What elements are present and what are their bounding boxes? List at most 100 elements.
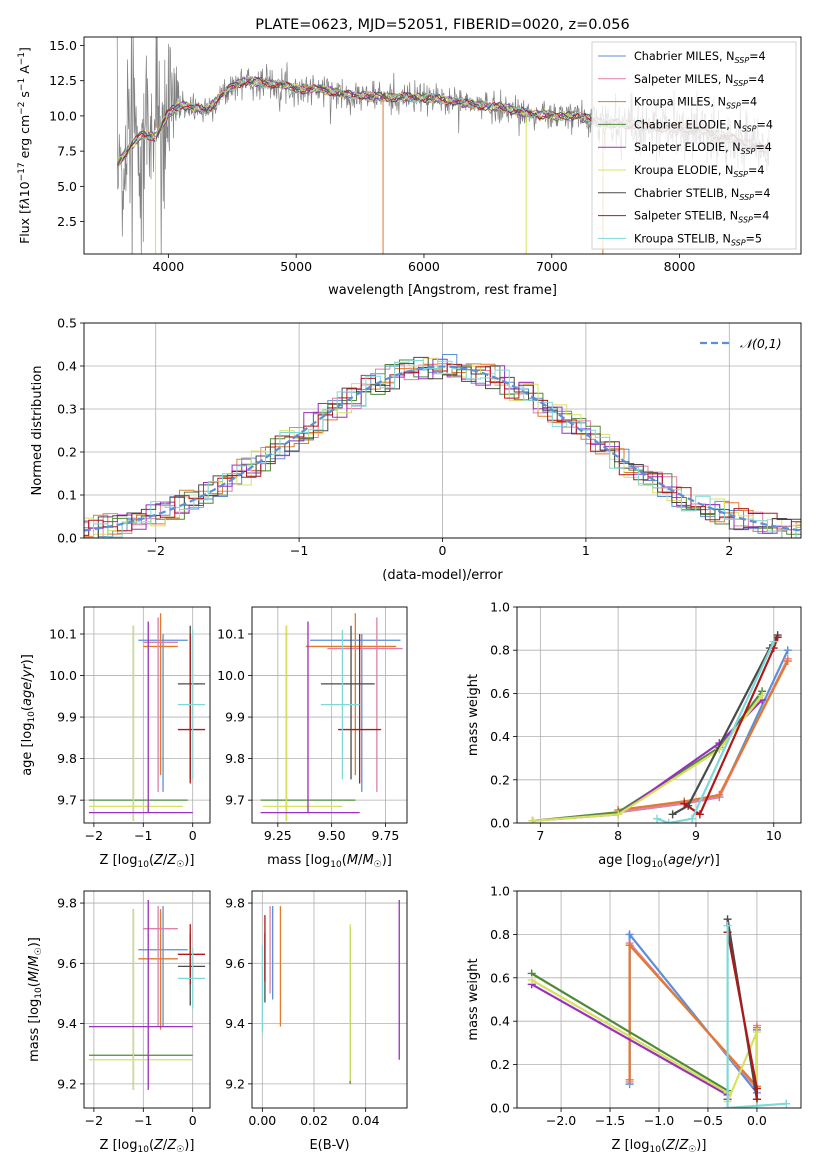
- y-tick-label: 1.0: [490, 884, 510, 899]
- mass-weight-line: [532, 694, 763, 822]
- x-tick-label: 7: [536, 828, 544, 843]
- y-tick-label: 0.0: [490, 816, 510, 831]
- x-tick-label: 7000: [536, 259, 568, 274]
- y-tick-label: 0.4: [490, 729, 510, 744]
- y-tick-label: 2.5: [57, 214, 77, 229]
- legend-entry-label: Chabrier MILES, NSSP=4: [634, 50, 766, 65]
- mass-weight-line: [532, 690, 763, 822]
- x-tick-label: −1.0: [644, 1113, 674, 1128]
- y-tick-label: 0.1: [57, 488, 77, 503]
- y-tick-label: 0.3: [57, 402, 77, 417]
- y-tick-label: 0.4: [490, 1014, 510, 1029]
- y-tick-label: 0.6: [490, 970, 510, 985]
- legend-entry-label: 𝒩(0,1): [740, 336, 782, 351]
- y-tick-label: 0.4: [57, 359, 77, 374]
- mass-weight-marker: [625, 1075, 634, 1084]
- y-tick-label: 15.0: [49, 38, 77, 53]
- y-tick-label: 9.9: [225, 710, 245, 725]
- massweight-vs-age-x-label: age [log10(age/yr)]: [598, 853, 720, 870]
- x-tick-label: 0.0: [747, 1113, 767, 1128]
- y-tick-label: 9.2: [225, 1076, 245, 1091]
- spectrum-y-label: Flux [fλ10−17 erg cm−2 s−1 A−1]: [17, 47, 32, 244]
- mass-weight-marker: [758, 691, 767, 700]
- mass-weight-marker: [614, 810, 623, 819]
- x-tick-label: 1: [582, 543, 590, 558]
- residuals-frame: [83, 322, 802, 539]
- y-tick-label: 1.0: [490, 600, 510, 615]
- x-tick-label: 9.75: [372, 828, 400, 843]
- y-tick-label: 9.4: [57, 1016, 77, 1031]
- mass-weight-marker: [783, 646, 792, 655]
- y-tick-label: 0.8: [490, 927, 510, 942]
- residual-histogram-series: [84, 356, 801, 538]
- massweight-vs-z-series: [527, 915, 791, 1108]
- mass-weight-marker: [723, 1104, 732, 1108]
- legend-entry-label: Salpeter ELODIE, NSSP=4: [634, 141, 772, 156]
- y-tick-label: 0.8: [490, 643, 510, 658]
- x-tick-label: 0: [189, 828, 197, 843]
- mass-vs-z-points: [88, 900, 206, 1090]
- residual-histogram-series: [84, 360, 801, 538]
- y-tick-label: 0.5: [57, 316, 77, 331]
- mass-weight-line: [683, 636, 779, 817]
- mass-weight-marker: [664, 819, 673, 823]
- x-tick-label: 5000: [280, 259, 312, 274]
- spectrum-title: PLATE=0623, MJD=52051, FIBERID=0020, z=0…: [255, 17, 629, 33]
- spectrum-legend: Chabrier MILES, NSSP=4 Salpeter MILES, NS…: [591, 41, 797, 250]
- massweight-vs-z-frame: [516, 890, 802, 1109]
- x-tick-label: 4000: [152, 259, 184, 274]
- x-tick-label: −0.5: [693, 1113, 723, 1128]
- residual-x-label: (data-model)/error: [382, 568, 503, 583]
- x-tick-label: 0.04: [352, 1113, 380, 1128]
- mass-vs-z-frame: [83, 890, 211, 1109]
- x-tick-label: −2: [146, 543, 164, 558]
- x-tick-label: 0: [189, 1113, 197, 1128]
- x-tick-label: 6000: [408, 259, 440, 274]
- x-tick-label: 9.50: [318, 828, 346, 843]
- legend-box: [591, 41, 797, 250]
- y-tick-label: 9.6: [225, 956, 245, 971]
- x-tick-label: 8000: [664, 259, 696, 274]
- legend-entry-label: Salpeter MILES, NSSP=4: [634, 73, 765, 88]
- x-tick-label: 8: [614, 828, 622, 843]
- massweight-vs-z-y-label: mass weight: [466, 958, 481, 1040]
- y-tick-label: 0.2: [490, 1057, 510, 1072]
- mass-weight-marker: [688, 814, 697, 823]
- mass-vs-ebv-axes: 0.00 0.02 0.04 9.2 9.4 9.6 9.8: [225, 891, 407, 1128]
- y-tick-label: 0.2: [490, 772, 510, 787]
- mass-weight-marker: [625, 941, 634, 950]
- legend-entry-label: Chabrier ELODIE, NSSP=4: [634, 118, 773, 133]
- y-tick-label: 0.0: [57, 531, 77, 546]
- mass-weight-marker: [668, 810, 677, 819]
- gaussian-curve: [84, 365, 801, 532]
- age-vs-mass-points: [260, 613, 403, 821]
- y-tick-label: 0.0: [490, 1101, 510, 1116]
- mass-weight-marker: [752, 1028, 761, 1037]
- x-tick-label: 9: [692, 828, 700, 843]
- residual-histogram-series: [84, 363, 801, 538]
- legend-entry-label: Salpeter STELIB, NSSP=4: [634, 210, 769, 225]
- y-tick-label: 10.1: [217, 627, 245, 642]
- mass-vs-z-x-label: Z [log10(Z/Z☉)]: [100, 1138, 195, 1155]
- x-tick-label: −1: [134, 828, 152, 843]
- age-vs-z-points: [88, 613, 206, 821]
- y-tick-label: 9.8: [225, 896, 245, 911]
- residual-hists: [84, 354, 801, 538]
- y-tick-label: 10.0: [49, 108, 77, 123]
- x-tick-label: −2: [85, 828, 103, 843]
- mass-vs-z-y-label: mass [log10(M/M☉)]: [27, 937, 44, 1062]
- y-tick-label: 9.8: [57, 896, 77, 911]
- mass-weight-marker: [653, 814, 662, 823]
- massweight-vs-age-y-label: mass weight: [466, 674, 481, 756]
- x-tick-label: −2.0: [546, 1113, 576, 1128]
- y-tick-label: 7.5: [57, 144, 77, 159]
- mass-weight-marker: [680, 799, 689, 808]
- y-tick-label: 9.6: [57, 956, 77, 971]
- massweight-vs-age-axes: 7 8 9 10 0.0 0.2 0.4 0.6 0.8 1.0: [490, 600, 801, 843]
- age-vs-mass-frame: [251, 606, 408, 824]
- mass-weight-marker: [528, 816, 537, 823]
- y-tick-label: 9.9: [57, 710, 77, 725]
- residual-histogram-series: [84, 363, 801, 538]
- mass-weight-marker: [527, 975, 536, 984]
- mass-weight-line: [726, 925, 787, 1108]
